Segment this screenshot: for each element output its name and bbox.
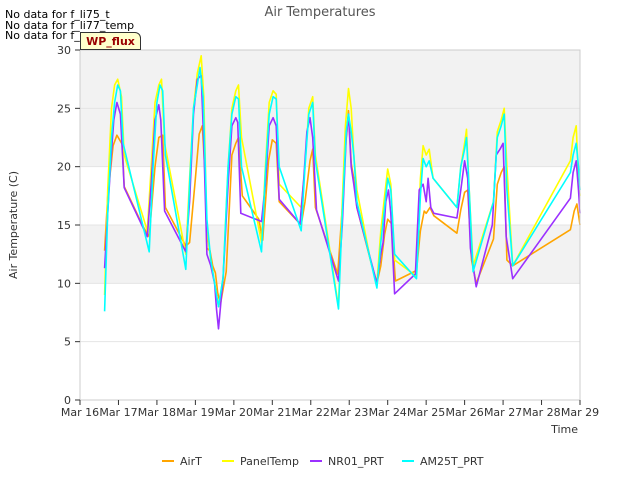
y-tick-label: 5 [64,336,71,349]
legend: AirT PanelTemp NR01_PRT AM25T_PRT [162,455,484,468]
x-tick-label: Mar 22 [292,406,330,419]
no-data-note-2: No data for f_li77_temp [5,19,135,32]
x-tick-label: Mar 24 [369,406,407,419]
wp-flux-badge[interactable]: WP_flux [80,32,141,50]
x-tick-label: Mar 28 [522,406,560,419]
x-tick-label: Mar 19 [176,406,214,419]
plot-band [80,341,580,400]
x-tick-label: Mar 21 [253,406,291,419]
x-axis-label: Time [550,423,578,436]
no-data-note-1: No data for f_li75_t [5,8,110,21]
x-tick-label: Mar 16 [61,406,99,419]
y-tick-label: 10 [57,277,71,290]
chart-title: Air Temperatures [264,5,375,20]
x-tick-label: Mar 29 [561,406,599,419]
x-tick-label: Mar 25 [407,406,445,419]
legend-label: PanelTemp [240,455,299,468]
plot-band [80,283,580,342]
y-axis-label: Air Temperature (C) [7,171,20,279]
x-tick-label: Mar 17 [99,406,137,419]
y-tick-label: 0 [64,394,71,407]
x-tick-label: Mar 23 [330,406,368,419]
y-tick-label: 15 [57,219,71,232]
no-data-note-3: No data for f_sos [5,29,98,42]
x-tick-label: Mar 20 [215,406,253,419]
y-tick-label: 20 [57,161,71,174]
x-tick-label: Mar 18 [138,406,176,419]
y-tick-label: 25 [57,102,71,115]
x-tick-label: Mar 26 [445,406,483,419]
y-tick-label: 30 [57,44,71,57]
legend-label: AM25T_PRT [420,455,484,468]
series-line-am25t-prt [103,66,581,312]
legend-label: AirT [180,455,202,468]
legend-label: NR01_PRT [328,455,384,468]
x-tick-label: Mar 27 [484,406,522,419]
